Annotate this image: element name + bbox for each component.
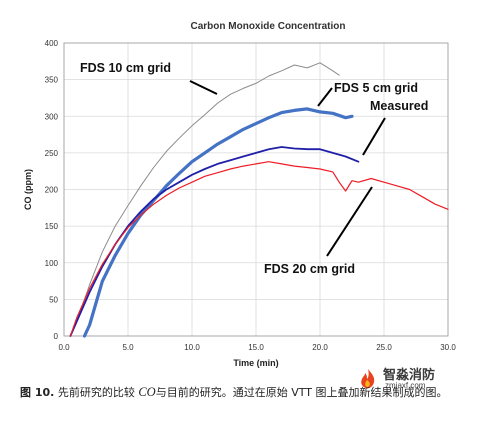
series-line-fds-5-cm-grid	[82, 107, 354, 338]
leader-line-measured	[362, 117, 386, 156]
series-line-measured	[69, 146, 360, 337]
x-tick-label: 15.0	[248, 343, 264, 352]
y-axis-label: CO (ppm)	[23, 169, 33, 210]
watermark-url: zmjaxf.com	[385, 381, 426, 390]
plot-frame	[63, 42, 449, 337]
x-axis-label: Time (min)	[233, 358, 278, 368]
x-tick-label: 30.0	[440, 343, 456, 352]
caption-text-post: 与目前的研究。通过在原始 VTT 图上叠加新结果制成的图。	[155, 386, 448, 399]
x-tick-label: 10.0	[184, 343, 200, 352]
series-label-fds-10cm: FDS 10 cm grid	[80, 61, 171, 75]
series-line-fds-10-cm-grid	[69, 62, 340, 337]
y-tick-label: 100	[45, 259, 59, 268]
x-tick-label: 25.0	[376, 343, 392, 352]
x-tick-label: 0.0	[58, 343, 70, 352]
y-tick-label: 0	[54, 332, 59, 341]
x-tick-label: 5.0	[122, 343, 134, 352]
chart-title: Carbon Monoxide Concentration	[191, 21, 346, 32]
y-tick-label: 50	[49, 295, 58, 304]
y-tick-label: 200	[45, 186, 59, 195]
caption-text-pre: 先前研究的比较	[54, 386, 139, 399]
flame-logo-icon	[361, 369, 375, 389]
y-tick-label: 250	[45, 149, 59, 158]
figure-caption: 图 10. 先前研究的比较 CO与目前的研究。通过在原始 VTT 图上叠加新结果…	[20, 385, 466, 400]
watermark-name: 智淼消防	[383, 368, 436, 383]
y-tick-label: 150	[45, 222, 59, 231]
watermark: 智淼消防 zmjaxf.com	[356, 363, 452, 393]
y-tick-label: 400	[45, 39, 59, 48]
leader-line-fds-20cm	[326, 186, 373, 257]
y-axis-ticks: 0 50 100 150 200 250 300 350 400	[45, 39, 59, 341]
series-label-fds-5cm: FDS 5 cm grid	[334, 81, 418, 95]
series-lines	[69, 62, 449, 338]
y-tick-label: 350	[45, 76, 59, 85]
leader-line-fds-5cm	[317, 87, 333, 107]
series-label-fds-20cm: FDS 20 cm grid	[264, 262, 355, 276]
x-tick-label: 20.0	[312, 343, 328, 352]
series-line-fds-20-cm-grid	[69, 161, 449, 337]
co-concentration-chart: Carbon Monoxide Concentration 0.0 5.0 10.0…	[23, 21, 456, 368]
caption-figure-number: 图 10.	[20, 386, 55, 399]
series-label-measured: Measured	[370, 99, 428, 113]
leader-line-fds-10cm	[189, 80, 218, 95]
caption-italic-co: CO	[138, 385, 156, 399]
x-axis-ticks: 0.0 5.0 10.0 15.0 20.0 25.0 30.0	[58, 343, 456, 352]
y-tick-label: 300	[45, 112, 59, 121]
